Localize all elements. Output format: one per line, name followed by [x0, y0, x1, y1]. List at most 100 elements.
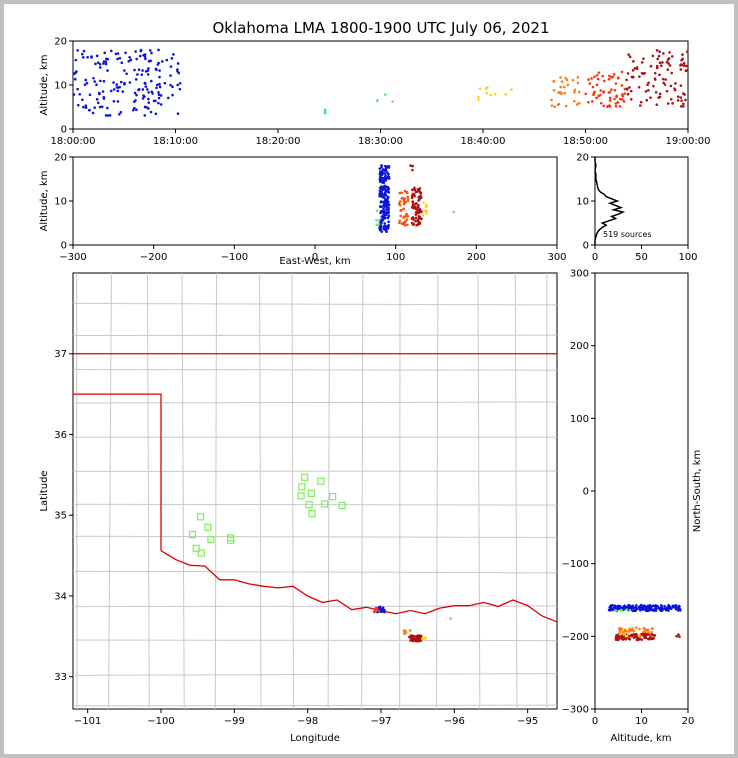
east-west-source-point: [418, 222, 421, 226]
north-south-xtick-label: 0: [592, 716, 598, 727]
north-south-source-point: [663, 604, 666, 608]
time-altitude-source-point: [147, 91, 150, 94]
lma-station-marker: [298, 483, 306, 491]
north-south-ytick-label: 100: [570, 414, 589, 425]
time-altitude-source-point: [158, 85, 162, 89]
time-altitude-source-point: [638, 75, 641, 78]
plan-view-xlabel: Longitude: [290, 733, 340, 744]
east-west-source-point: [411, 164, 414, 168]
east-west-source-point: [425, 212, 428, 215]
east-west-source-point: [405, 191, 409, 195]
time-altitude-source-point: [123, 69, 126, 72]
north-south-source-point: [646, 628, 650, 632]
north-south-source-point: [648, 633, 651, 636]
east-west-source-point: [417, 199, 420, 202]
lma-station-marker: [305, 501, 313, 509]
north-south-source-point: [643, 632, 646, 636]
time-altitude-source-point: [684, 64, 688, 68]
time-altitude-source-point: [157, 101, 160, 105]
time-altitude-source-point: [654, 90, 658, 94]
east-west-source-point: [378, 189, 382, 192]
time-altitude-source-point: [95, 98, 99, 101]
county-boundary: [435, 273, 439, 709]
time-altitude-source-point: [156, 63, 160, 66]
east-west-source-point: [404, 215, 407, 218]
time-altitude-source-point: [119, 80, 123, 84]
time-altitude-source-point: [156, 83, 159, 87]
time-altitude-source-point: [138, 54, 142, 58]
east-west-xtick-label: −300: [59, 252, 86, 263]
north-south-source-point: [610, 608, 614, 612]
time-altitude-source-point: [143, 53, 147, 56]
north-south-source-point: [652, 633, 655, 637]
time-altitude-source-point: [633, 67, 637, 70]
plan-view-xtick-label: −101: [74, 716, 101, 727]
time-altitude-source-point: [684, 98, 687, 102]
time-altitude-source-point: [637, 85, 641, 89]
time-altitude-source-point: [662, 81, 665, 85]
time-altitude-source-point: [166, 96, 170, 100]
north-south-ytick-label: −200: [562, 632, 589, 643]
county-boundary: [477, 273, 481, 709]
north-south-source-point: [627, 631, 631, 635]
north-south-source-point: [660, 606, 663, 609]
north-south-xtick-label: 20: [682, 716, 695, 727]
time-altitude-source-point: [607, 77, 611, 81]
time-altitude-source-point: [143, 81, 147, 85]
time-altitude-source-point: [73, 77, 77, 81]
county-boundary: [73, 535, 557, 538]
east-west-source-point: [414, 213, 418, 216]
east-west-source-point: [411, 222, 415, 226]
north-south-source-point: [649, 608, 653, 612]
plan-view-source-point: [408, 629, 412, 632]
time-altitude-source-point: [658, 92, 662, 96]
time-altitude-source-point: [129, 58, 133, 62]
lma-station-marker: [297, 492, 305, 500]
time-altitude-source-point: [118, 85, 121, 89]
east-west-source-point: [411, 192, 415, 196]
histogram-xtick-label: 50: [635, 252, 648, 263]
time-altitude-source-point: [176, 112, 180, 115]
time-altitude-source-point: [628, 86, 631, 89]
east-west-source-point: [384, 213, 388, 217]
lma-station-marker: [227, 536, 235, 544]
time-altitude-source-point: [620, 70, 624, 74]
east-west-source-point: [419, 196, 423, 199]
time-altitude-source-point: [550, 98, 553, 102]
north-south-source-point: [608, 605, 612, 609]
time-altitude-source-point: [88, 108, 91, 112]
east-west-source-point: [383, 172, 387, 175]
time-altitude-source-point: [620, 84, 624, 87]
time-altitude-source-point: [84, 106, 88, 109]
time-altitude-source-point: [595, 96, 598, 100]
east-west-source-point: [415, 210, 418, 214]
east-west-source-point: [398, 203, 402, 207]
east-west-source-point: [417, 195, 420, 199]
north-south-source-point: [617, 637, 621, 641]
time-altitude-source-point: [560, 80, 564, 84]
north-south-source-point: [648, 605, 651, 609]
north-south-source-point: [667, 604, 670, 608]
time-altitude-source-point: [118, 112, 121, 116]
time-altitude-source-point: [629, 89, 633, 93]
county-boundary: [514, 273, 518, 709]
time-altitude-source-point: [623, 87, 627, 91]
time-altitude-source-point: [655, 49, 659, 52]
north-south-source-point: [635, 634, 639, 638]
time-altitude-source-point: [177, 71, 181, 75]
time-altitude-source-point: [147, 101, 151, 104]
time-altitude-source-point: [661, 61, 664, 64]
time-altitude-source-point: [632, 60, 635, 63]
north-south-source-point: [632, 633, 636, 636]
east-west-source-point: [379, 224, 382, 227]
time-altitude-source-point: [99, 79, 102, 83]
time-altitude-source-point: [563, 91, 566, 95]
plan-view-ytick-label: 33: [54, 672, 67, 683]
north-south-source-point: [621, 606, 624, 610]
time-altitude-source-point: [86, 55, 89, 59]
time-altitude-source-point: [154, 112, 158, 116]
east-west-source-point: [418, 209, 422, 212]
north-south-source-point: [628, 609, 632, 612]
north-south-source-point: [628, 627, 631, 631]
